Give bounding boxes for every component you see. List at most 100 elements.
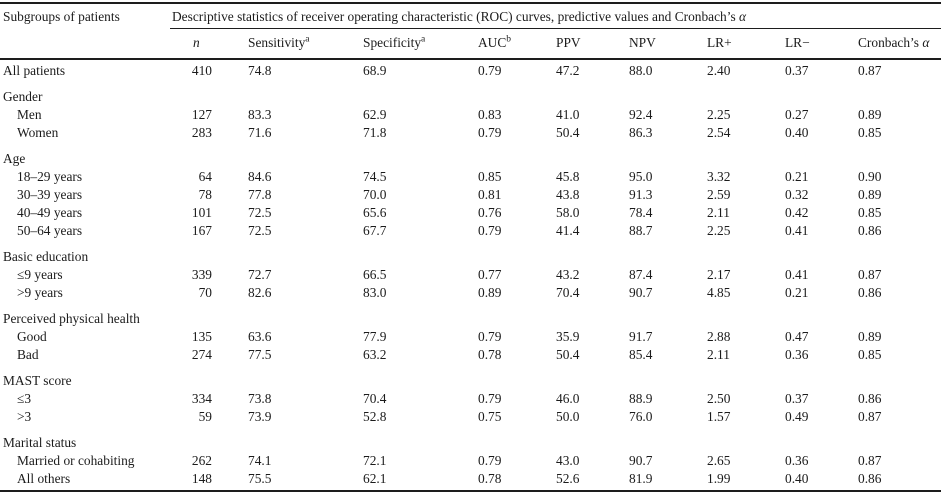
cell-ppv: 41.4 xyxy=(556,222,580,238)
cell-specificity: 83.0 xyxy=(363,284,387,300)
table-body: All patients 410 74.8 68.9 0.79 47.2 88.0 2.40 0… xyxy=(0,59,941,491)
cell-n: 135 xyxy=(191,328,212,344)
cell-cronbach_alpha: 0.85 xyxy=(858,204,882,220)
cell-auc: 0.79 xyxy=(478,328,502,344)
cell-ppv: 52.6 xyxy=(556,470,580,486)
cell-specificity: 67.7 xyxy=(363,222,387,238)
corner-header: Subgroups of patients xyxy=(0,3,170,60)
cell-ppv: 35.9 xyxy=(556,328,580,344)
cell-lr_minus: 0.42 xyxy=(785,204,809,220)
column-header-lr-minus: LR− xyxy=(751,28,828,60)
cell-lr_plus: 2.40 xyxy=(707,62,731,78)
row-label: Good xyxy=(17,328,47,344)
cell-specificity: 52.8 xyxy=(363,408,387,424)
cell-sensitivity: 72.5 xyxy=(248,204,272,220)
cell-ppv: 70.4 xyxy=(556,284,580,300)
cell-n: 78 xyxy=(198,186,212,202)
cell-lr_plus: 2.25 xyxy=(707,222,731,238)
cell-ppv: 43.0 xyxy=(556,452,580,468)
cell-sensitivity: 63.6 xyxy=(248,328,272,344)
cell-npv: 92.4 xyxy=(629,106,653,122)
cell-lr_plus: 4.85 xyxy=(707,284,731,300)
row-label: All others xyxy=(17,470,71,486)
row-label: 40–49 years xyxy=(17,204,83,220)
cell-cronbach_alpha: 0.89 xyxy=(858,186,882,202)
table-row: Women 283 71.6 71.8 0.79 50.4 86.3 2.54 0.40 0.85 xyxy=(0,124,941,142)
group-label: Gender xyxy=(3,88,43,104)
cell-npv: 91.3 xyxy=(629,186,653,202)
cell-cronbach_alpha: 0.90 xyxy=(858,168,882,184)
cell-auc: 0.89 xyxy=(478,284,502,300)
cell-auc: 0.76 xyxy=(478,204,502,220)
cell-sensitivity: 71.6 xyxy=(248,124,272,140)
cell-cronbach_alpha: 0.89 xyxy=(858,328,882,344)
cell-specificity: 77.9 xyxy=(363,328,387,344)
cell-lr_plus: 1.57 xyxy=(707,408,731,424)
cell-n: 64 xyxy=(198,168,212,184)
group-label: Basic education xyxy=(3,248,89,264)
span-header-text: Descriptive statistics of receiver opera… xyxy=(172,9,740,24)
cell-n: 283 xyxy=(191,124,212,140)
cell-auc: 0.75 xyxy=(478,408,502,424)
column-header-npv: NPV xyxy=(595,28,673,60)
row-label: Married or cohabiting xyxy=(17,452,135,468)
cell-ppv: 50.4 xyxy=(556,346,580,362)
cell-cronbach_alpha: 0.86 xyxy=(858,470,882,486)
cell-n: 262 xyxy=(191,452,212,468)
cell-lr_minus: 0.37 xyxy=(785,390,809,406)
cell-n: 59 xyxy=(198,408,212,424)
table-row: Men 127 83.3 62.9 0.83 41.0 92.4 2.25 0.27 0.89 xyxy=(0,106,941,124)
cell-auc: 0.79 xyxy=(478,452,502,468)
cell-lr_minus: 0.37 xyxy=(785,62,809,78)
group-row: Age xyxy=(0,142,941,168)
cell-specificity: 62.9 xyxy=(363,106,387,122)
cell-lr_plus: 2.88 xyxy=(707,328,731,344)
cell-lr_plus: 2.50 xyxy=(707,390,731,406)
group-label: Marital status xyxy=(3,434,77,450)
cell-auc: 0.79 xyxy=(478,222,502,238)
row-label: 18–29 years xyxy=(17,168,83,184)
cell-lr_minus: 0.49 xyxy=(785,408,809,424)
cell-specificity: 71.8 xyxy=(363,124,387,140)
cell-lr_minus: 0.40 xyxy=(785,124,809,140)
cell-ppv: 50.0 xyxy=(556,408,580,424)
row-label: 50–64 years xyxy=(17,222,83,238)
table-row: 40–49 years 101 72.5 65.6 0.76 58.0 78.4 2.11 0.… xyxy=(0,204,941,222)
cell-auc: 0.78 xyxy=(478,346,502,362)
cell-auc: 0.79 xyxy=(478,124,502,140)
row-label: Bad xyxy=(17,346,39,362)
column-header-specificity: Specificitya xyxy=(329,28,444,60)
group-label: MAST score xyxy=(3,372,72,388)
column-header-lr-plus: LR+ xyxy=(673,28,751,60)
table-row: 18–29 years 64 84.6 74.5 0.85 45.8 95.0 3.32 0.2… xyxy=(0,168,941,186)
cell-lr_plus: 2.54 xyxy=(707,124,731,140)
row-label: ≤9 years xyxy=(17,266,63,282)
cell-sensitivity: 74.1 xyxy=(248,452,272,468)
table-row: All patients 410 74.8 68.9 0.79 47.2 88.0 2.40 0… xyxy=(0,59,941,80)
cell-lr_plus: 2.65 xyxy=(707,452,731,468)
cell-cronbach_alpha: 0.87 xyxy=(858,408,882,424)
cell-ppv: 46.0 xyxy=(556,390,580,406)
alpha-symbol: α xyxy=(922,35,930,51)
table-row: Bad 274 77.5 63.2 0.78 50.4 85.4 2.11 0.36 0.85 xyxy=(0,346,941,364)
cell-npv: 81.9 xyxy=(629,470,653,486)
cell-specificity: 68.9 xyxy=(363,62,387,78)
cell-n: 274 xyxy=(191,346,212,362)
cell-cronbach_alpha: 0.87 xyxy=(858,266,882,282)
cell-specificity: 62.1 xyxy=(363,470,387,486)
cell-ppv: 47.2 xyxy=(556,62,580,78)
cell-sensitivity: 74.8 xyxy=(248,62,272,78)
cell-ppv: 58.0 xyxy=(556,204,580,220)
cell-auc: 0.79 xyxy=(478,62,502,78)
cell-cronbach_alpha: 0.87 xyxy=(858,62,882,78)
cell-n: 334 xyxy=(191,390,212,406)
group-row: Gender xyxy=(0,80,941,106)
row-label: Women xyxy=(17,124,59,140)
cell-npv: 90.7 xyxy=(629,284,653,300)
table-row: >9 years 70 82.6 83.0 0.89 70.4 90.7 4.85 0.21 0.… xyxy=(0,284,941,302)
cell-lr_minus: 0.36 xyxy=(785,452,809,468)
cell-ppv: 43.8 xyxy=(556,186,580,202)
cell-sensitivity: 83.3 xyxy=(248,106,272,122)
cell-lr_minus: 0.36 xyxy=(785,346,809,362)
cell-n: 339 xyxy=(191,266,212,282)
